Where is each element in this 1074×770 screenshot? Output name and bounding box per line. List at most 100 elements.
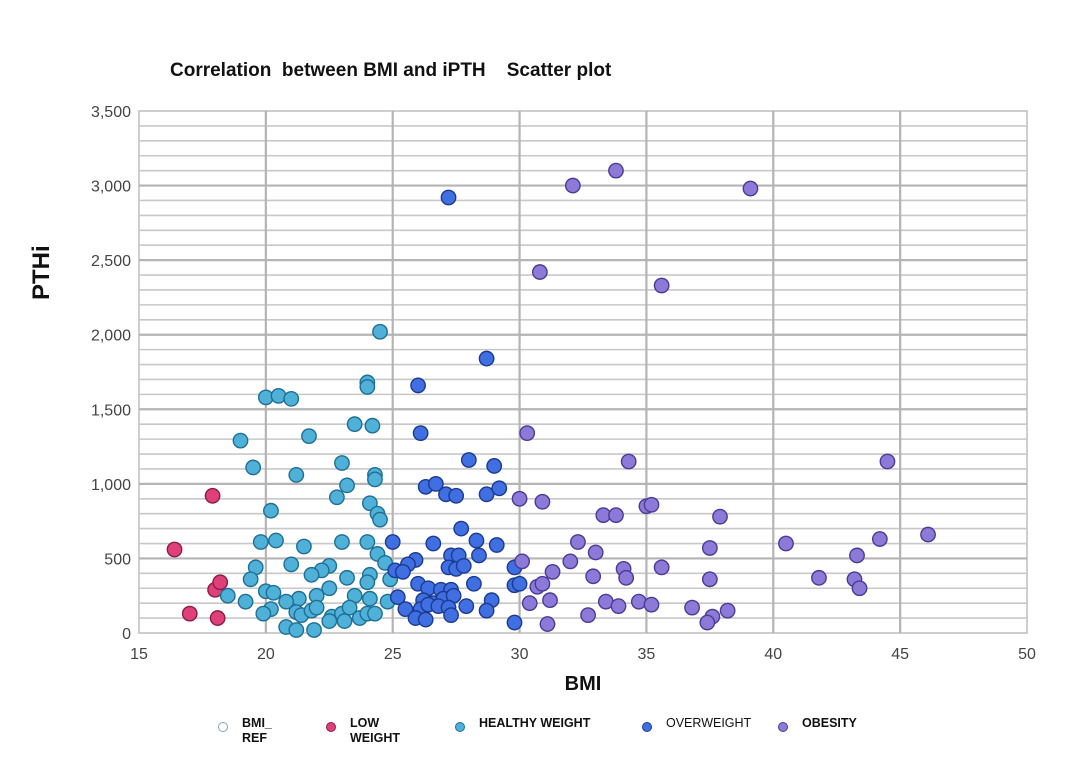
point-healthy-weight	[346, 416, 363, 433]
point-healthy-weight	[321, 613, 338, 629]
point-healthy-weight	[283, 390, 300, 407]
point-obesity	[630, 593, 647, 610]
point-healthy-weight	[252, 534, 269, 550]
point-healthy-weight	[328, 489, 345, 506]
point-obesity	[701, 540, 718, 556]
point-low-weight	[204, 487, 221, 504]
legend-item-healthy-weight: HEALTHY WEIGHT	[455, 716, 590, 732]
point-healthy-weight	[334, 455, 350, 471]
point-obesity	[653, 277, 670, 294]
point-obesity	[514, 553, 531, 570]
point-healthy-weight	[242, 571, 259, 588]
point-overweight	[468, 532, 485, 549]
point-overweight	[389, 589, 406, 606]
point-overweight	[491, 480, 508, 497]
point-obesity	[871, 531, 888, 547]
point-obesity	[618, 569, 635, 586]
x-tick-label: 40	[764, 646, 782, 663]
point-overweight	[412, 425, 429, 442]
point-obesity	[544, 563, 561, 580]
point-overweight	[425, 535, 442, 552]
legend-label-low-weight: LOW WEIGHT	[350, 716, 400, 745]
point-obesity	[542, 592, 558, 609]
point-obesity	[519, 425, 536, 442]
grid-layer	[138, 110, 1028, 634]
point-obesity	[849, 547, 865, 564]
point-healthy-weight	[372, 511, 388, 528]
point-overweight	[453, 520, 470, 537]
point-obesity	[608, 162, 624, 179]
point-obesity	[851, 580, 868, 597]
point-obesity	[643, 596, 660, 613]
x-tick-label: 45	[891, 646, 909, 663]
point-healthy-weight	[361, 590, 378, 607]
point-obesity	[534, 575, 551, 592]
point-healthy-weight	[341, 599, 358, 616]
point-healthy-weight	[359, 379, 376, 395]
x-tick-label: 20	[257, 646, 275, 663]
point-obesity	[811, 569, 827, 586]
legend: BMI_ REF LOW WEIGHT HEALTHY WEIGHT OVERW…	[0, 716, 1074, 756]
point-overweight	[478, 602, 495, 619]
point-obesity	[610, 598, 627, 615]
point-healthy-weight	[219, 587, 236, 604]
point-obesity	[643, 496, 660, 513]
point-overweight	[427, 475, 444, 492]
point-overweight	[458, 598, 475, 615]
legend-item-obesity: OBESITY	[778, 716, 857, 732]
point-overweight	[460, 452, 477, 468]
legend-label-healthy-weight: HEALTHY WEIGHT	[479, 716, 591, 730]
point-obesity	[620, 453, 637, 470]
legend-marker-low-weight	[326, 722, 336, 732]
legend-marker-bmi-ref	[218, 722, 228, 732]
x-tick-label: 50	[1018, 646, 1036, 663]
x-tick-label: 15	[130, 646, 148, 663]
point-obesity	[701, 571, 718, 588]
point-obesity	[712, 508, 728, 525]
point-low-weight	[212, 574, 229, 591]
point-healthy-weight	[359, 574, 376, 591]
point-obesity	[608, 507, 624, 524]
point-obesity	[511, 490, 528, 507]
point-healthy-weight	[334, 534, 350, 550]
point-obesity	[742, 180, 759, 197]
y-tick-label: 0	[122, 626, 131, 643]
point-obesity	[587, 544, 604, 561]
plot-area	[138, 110, 1028, 634]
point-overweight	[394, 563, 411, 580]
point-obesity	[570, 534, 586, 550]
point-low-weight	[166, 541, 183, 558]
point-overweight	[397, 601, 414, 618]
legend-item-bmi-ref: BMI_ REF	[218, 716, 282, 746]
point-healthy-weight	[359, 534, 376, 550]
point-healthy-weight	[255, 605, 272, 622]
legend-label-overweight: OVERWEIGHT	[666, 716, 752, 730]
point-healthy-weight	[288, 622, 305, 638]
point-obesity	[580, 607, 596, 624]
point-overweight	[466, 575, 482, 592]
point-healthy-weight	[339, 477, 355, 494]
point-healthy-weight	[232, 432, 249, 449]
point-obesity	[539, 616, 556, 632]
point-overweight	[440, 189, 457, 206]
legend-item-low-weight: LOW WEIGHT	[326, 716, 410, 746]
x-tick-label: 25	[384, 646, 402, 663]
point-healthy-weight	[278, 593, 295, 610]
point-obesity	[920, 526, 936, 543]
point-low-weight	[209, 610, 226, 626]
axis-layer: 0 500 1,000 1,500 2,000 2,500 3,000 3,500 15 20 25…	[91, 104, 1036, 695]
point-healthy-weight	[372, 323, 388, 340]
point-overweight	[448, 487, 465, 504]
y-tick-label: 3,500	[91, 104, 131, 121]
point-overweight	[511, 575, 528, 592]
point-overweight	[478, 350, 495, 367]
legend-marker-obesity	[778, 722, 788, 732]
point-low-weight	[181, 605, 198, 622]
point-overweight	[486, 458, 503, 474]
point-overweight	[384, 534, 401, 550]
point-obesity	[562, 553, 579, 570]
x-axis-label: BMI	[565, 673, 602, 695]
point-obesity	[719, 602, 736, 619]
point-overweight	[506, 614, 523, 631]
point-obesity	[521, 595, 538, 612]
